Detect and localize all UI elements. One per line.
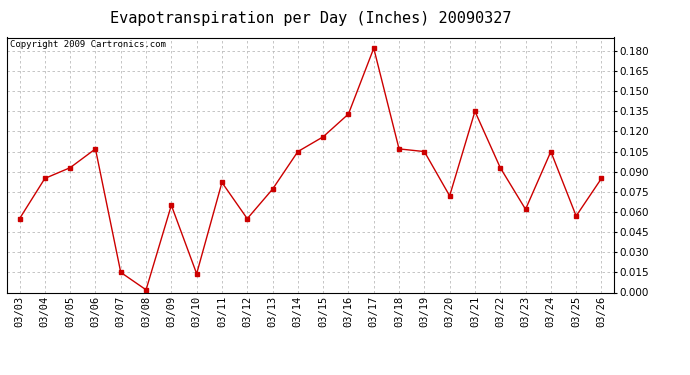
Text: Copyright 2009 Cartronics.com: Copyright 2009 Cartronics.com — [10, 40, 166, 49]
Text: Evapotranspiration per Day (Inches) 20090327: Evapotranspiration per Day (Inches) 2009… — [110, 11, 511, 26]
